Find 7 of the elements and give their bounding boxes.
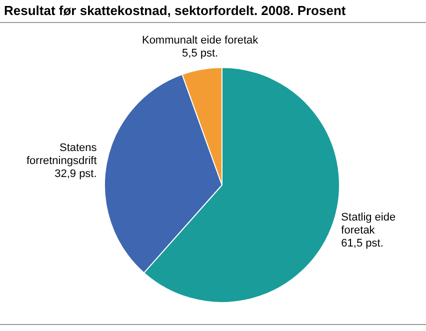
slice-label: Statlig eide foretak: [341, 211, 396, 236]
slice-label: Kommunalt eide foretak: [142, 34, 259, 46]
chart-title: Resultat før skattekostnad, sektorfordelt. 2008. Prosent: [4, 3, 346, 18]
data-label: 5,5 pst.: [182, 47, 218, 60]
data-label: 32,9 pst.: [54, 168, 97, 180]
data-label: 61,5 pst.: [341, 237, 384, 250]
slice-label: Statens forretningsdrift: [26, 142, 98, 167]
